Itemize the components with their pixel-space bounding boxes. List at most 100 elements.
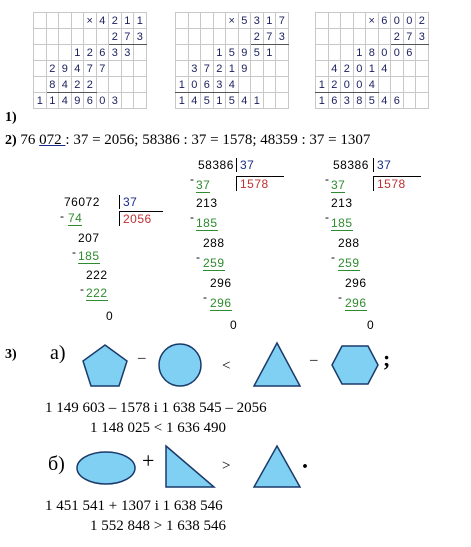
grid-cell: 7	[120, 28, 134, 45]
div1-quotient: 2056	[119, 211, 163, 226]
grid-cell: 5	[365, 92, 379, 109]
grid-cell	[340, 44, 354, 61]
div1-dividend: 76072	[64, 195, 100, 209]
grid-cell	[133, 44, 147, 61]
grid-cell	[352, 12, 366, 29]
grid-cell	[175, 60, 189, 77]
grid-cell: 2	[70, 76, 84, 93]
grid-cell	[275, 76, 289, 93]
grid-cell: 7	[402, 28, 416, 45]
multiplication-grid-1: × 4 2 1 1 2 7 3 1 2 6 3 3 2 9 4 7 7 8 4 2 2 1 1 4 9 6 0 3	[33, 12, 147, 109]
grid-cell	[250, 76, 264, 93]
div2-step-3: 185	[196, 216, 218, 231]
grid-cell: 2	[108, 28, 122, 45]
grid-cell: 4	[225, 76, 239, 93]
grid-cell: 3	[275, 28, 289, 45]
grid-cell	[262, 92, 276, 109]
part3-a-semicolon: ;	[383, 346, 391, 371]
div3-step-8: 0	[367, 318, 375, 332]
grid-cell: 3	[187, 60, 201, 77]
grid-cell	[70, 28, 84, 45]
div2-step-5: 259	[203, 256, 225, 271]
grid-cell: 7	[262, 28, 276, 45]
grid-cell: 2	[415, 12, 429, 29]
grid-cell	[187, 28, 201, 45]
div3-dividend: 58386	[333, 158, 369, 172]
part3-a-line-1: 1 149 603 – 1578 і 1 638 545 – 2056	[45, 400, 267, 416]
grid-cell: 3	[108, 92, 122, 109]
grid-cell: 0	[95, 92, 109, 109]
grid-cell: 0	[352, 76, 366, 93]
grid-cell: 0	[187, 76, 201, 93]
grid-cell: 3	[250, 12, 264, 29]
grid-cell: 7	[200, 60, 214, 77]
multiplication-grid-3: × 6 0 0 2 2 7 3 1 8 0 0 6 4 2 0 1 4 1 2 0 0 4 1 6 3 8 5 4 6	[315, 12, 429, 109]
grid-cell	[33, 28, 47, 45]
grid-cell	[95, 28, 109, 45]
grid-cell: 2	[390, 28, 404, 45]
grid-cell	[108, 76, 122, 93]
div2-step-6: 296	[210, 276, 232, 290]
grid-cell	[133, 60, 147, 77]
times-sign: ×	[365, 12, 379, 29]
grid-cell: 5	[200, 92, 214, 109]
div3-step-1: 37	[331, 178, 346, 193]
div3-divisor: 37	[373, 158, 391, 172]
grid-cell	[58, 28, 72, 45]
times-sign: ×	[83, 12, 97, 29]
part3-a-less-than: <	[222, 358, 231, 374]
part1-label: 1)	[5, 110, 17, 125]
grid-cell: 6	[402, 44, 416, 61]
grid-cell: 7	[83, 60, 97, 77]
grid-cell	[250, 60, 264, 77]
div2-dividend: 58386	[198, 158, 234, 172]
grid-cell: 4	[365, 76, 379, 93]
grid-cell	[83, 28, 97, 45]
grid-cell: 6	[390, 92, 404, 109]
grid-cell	[187, 44, 201, 61]
grid-cell	[33, 44, 47, 61]
grid-cell	[120, 60, 134, 77]
grid-cell: 9	[237, 60, 251, 77]
grid-cell: 4	[95, 12, 109, 29]
grid-cell: 0	[340, 76, 354, 93]
div2-step-2: 213	[196, 196, 218, 210]
grid-cell	[58, 44, 72, 61]
grid-cell: 5	[225, 44, 239, 61]
div2-step-8: 0	[230, 318, 238, 332]
grid-cell: 6	[95, 44, 109, 61]
div1-step-2: 207	[78, 231, 100, 245]
grid-cell: 3	[340, 92, 354, 109]
grid-cell: 1	[33, 92, 47, 109]
grid-cell: 8	[45, 76, 59, 93]
grid-cell	[415, 60, 429, 77]
grid-cell: 2	[83, 44, 97, 61]
grid-cell	[212, 12, 226, 29]
grid-cell	[327, 28, 341, 45]
grid-cell	[237, 28, 251, 45]
grid-cell	[327, 12, 341, 29]
grid-cell: 9	[58, 60, 72, 77]
div3-quotient: 1578	[373, 176, 421, 191]
part3-b-line-2: 1 552 848 > 1 638 546	[90, 518, 226, 534]
grid-cell	[133, 76, 147, 93]
part2-text-a: 76	[20, 132, 40, 148]
grid-cell	[200, 28, 214, 45]
grid-cell	[262, 76, 276, 93]
part3-b-plus: +	[142, 448, 155, 473]
grid-cell	[275, 60, 289, 77]
div3-step-5: 259	[338, 256, 360, 271]
hexagon-shape	[331, 345, 379, 385]
grid-cell: 2	[83, 76, 97, 93]
grid-cell	[120, 92, 134, 109]
grid-cell	[133, 92, 147, 109]
grid-cell	[377, 76, 391, 93]
grid-cell: 1	[45, 92, 59, 109]
grid-cell: 2	[212, 60, 226, 77]
grid-cell	[402, 92, 416, 109]
grid-cell: 4	[377, 60, 391, 77]
div1-step-3: 185	[78, 249, 100, 264]
ellipse-shape	[76, 451, 136, 485]
grid-cell	[95, 76, 109, 93]
grid-cell: 4	[70, 60, 84, 77]
